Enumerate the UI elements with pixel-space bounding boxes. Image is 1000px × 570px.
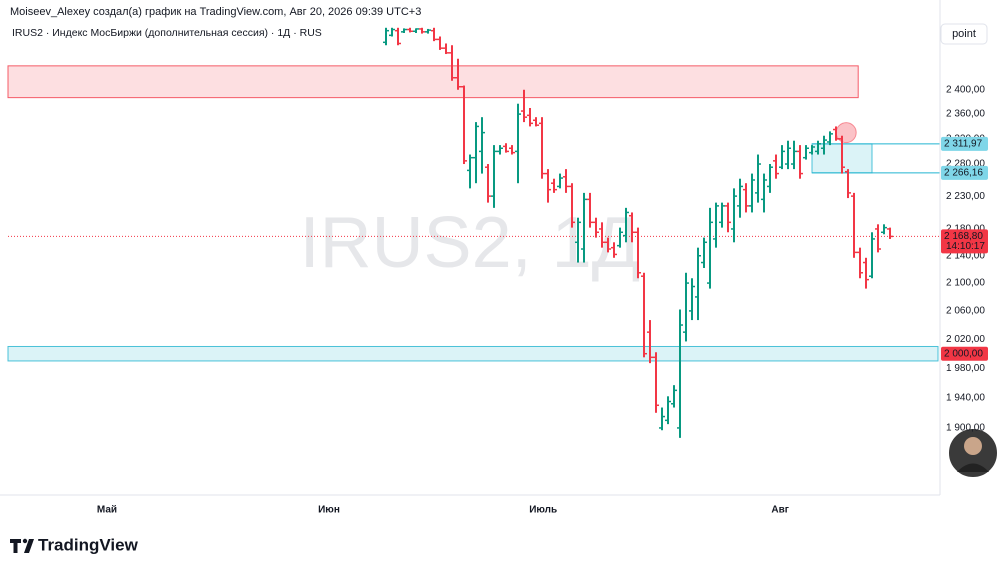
avatar-body	[957, 463, 989, 472]
price-label-bg	[941, 165, 988, 180]
y-tick-label: 2 140,00	[946, 250, 985, 261]
price-label: 2 311,97	[944, 139, 983, 150]
y-tick-label: 1 980,00	[946, 363, 985, 374]
scale-button-label[interactable]: point	[952, 28, 976, 40]
y-tick-label: 2 020,00	[946, 334, 985, 345]
y-tick-label: 2 180,00	[946, 224, 985, 235]
y-tick-label: 1 900,00	[946, 423, 985, 434]
price-label-bg	[941, 136, 988, 151]
brand-logo: TradingView	[10, 535, 139, 554]
y-tick-label: 2 280,00	[946, 159, 985, 170]
price-label: 2 000,00	[944, 348, 983, 359]
zone	[7, 65, 859, 99]
chart-title: IRUS2 · Индекс МосБиржи (дополнительная …	[12, 27, 322, 39]
logo-mark	[24, 539, 34, 553]
y-tick-label: 2 230,00	[946, 191, 985, 202]
scale-button[interactable]	[940, 23, 988, 45]
avatar-face	[964, 437, 982, 455]
price-label-bg	[941, 229, 988, 254]
y-tick-label: 2 100,00	[946, 278, 985, 289]
zone	[7, 345, 939, 362]
y-tick-label: 2 400,00	[946, 84, 985, 95]
plot-area: IRUS2, 1Д	[7, 27, 940, 438]
price-label: 2 168,80	[944, 231, 983, 242]
y-tick-label: 2 060,00	[946, 306, 985, 317]
author-line: Moiseev_Alexey создал(а) график на Tradi…	[10, 6, 421, 18]
price-label-bg	[941, 346, 988, 361]
y-tick-label: 2 360,00	[946, 109, 985, 120]
x-tick-label: Авг	[771, 505, 789, 516]
countdown: 14:10:17	[946, 241, 985, 252]
x-tick-label: Июн	[318, 505, 340, 516]
price-label: 2 266,16	[944, 167, 983, 178]
logo-mark	[22, 538, 28, 544]
logo-mark	[10, 539, 21, 553]
highlight-marker	[835, 122, 857, 144]
brand-name: TradingView	[38, 535, 139, 554]
x-tick-label: Май	[97, 505, 117, 516]
x-tick-label: Июль	[529, 505, 557, 516]
y-tick-label: 1 940,00	[946, 392, 985, 403]
